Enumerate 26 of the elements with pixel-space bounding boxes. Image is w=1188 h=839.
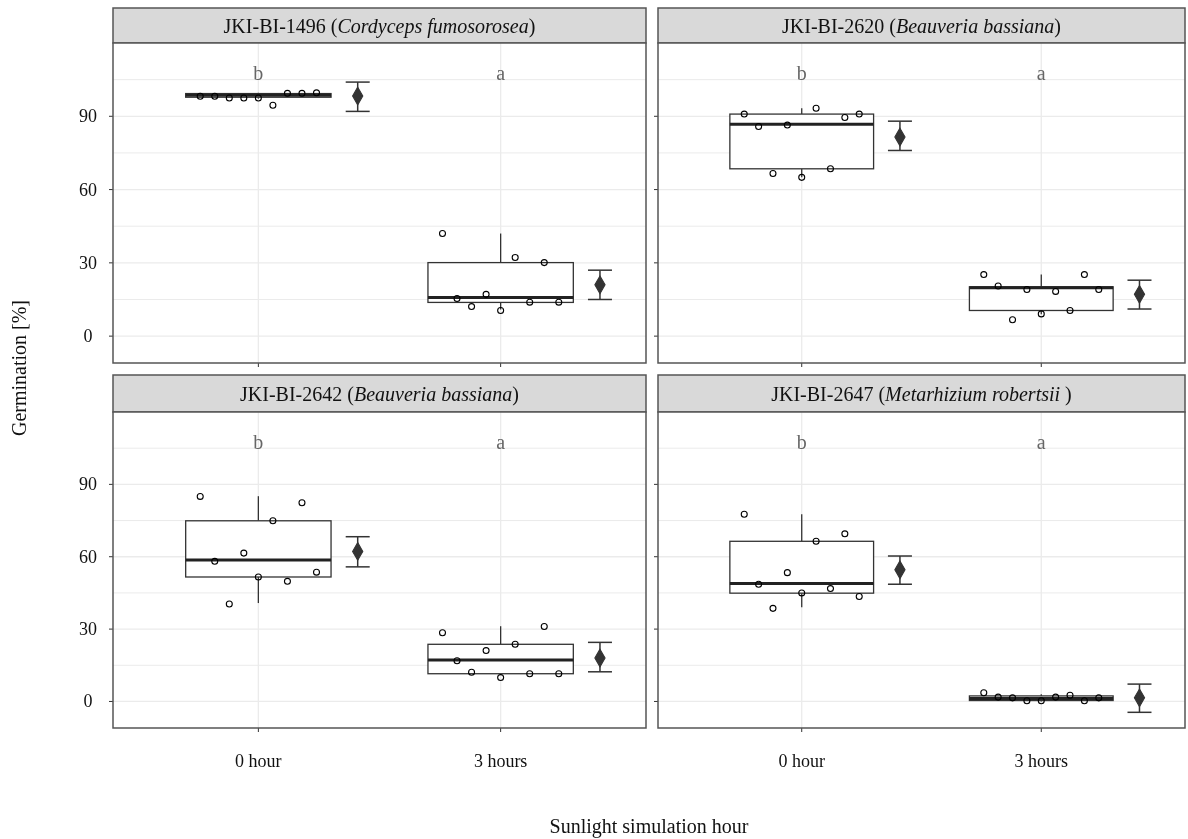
- y-tick-label: 0: [83, 691, 93, 712]
- y-tick-label: 60: [79, 546, 97, 567]
- annotation: a: [496, 62, 506, 84]
- chart-title: JKI-BI-1496 (Cordyceps fumosorosea): [223, 14, 536, 38]
- annotation: b: [253, 431, 264, 453]
- y-tick-label: 30: [79, 619, 97, 640]
- annotation: b: [253, 62, 264, 84]
- annotation: a: [1036, 431, 1046, 453]
- y-axis-title: Germination [%]: [8, 299, 30, 437]
- y-tick-label: 90: [79, 474, 97, 495]
- annotation: a: [496, 431, 506, 453]
- y-tick-label: 90: [79, 106, 97, 127]
- x-tick-label: 0 hour: [778, 751, 825, 771]
- chart-title: JKI-BI-2642 (Beauveria bassiana): [240, 382, 519, 406]
- x-tick-label: 0 hour: [235, 751, 282, 771]
- x-tick-label: 3 hours: [1014, 751, 1069, 771]
- x-axis-title: Sunlight simulation hour: [549, 815, 749, 838]
- annotation: b: [796, 62, 807, 84]
- annotation: b: [796, 431, 807, 453]
- y-tick-label: 0: [83, 326, 93, 347]
- annotation: a: [1036, 62, 1046, 84]
- x-tick-label: 3 hours: [473, 751, 528, 771]
- y-tick-label: 30: [79, 252, 97, 273]
- chart-title: JKI-BI-2647 (Metarhizium robertsii ): [771, 382, 1072, 406]
- chart-title: JKI-BI-2620 (Beauveria bassiana): [782, 14, 1061, 38]
- y-tick-label: 60: [79, 179, 97, 200]
